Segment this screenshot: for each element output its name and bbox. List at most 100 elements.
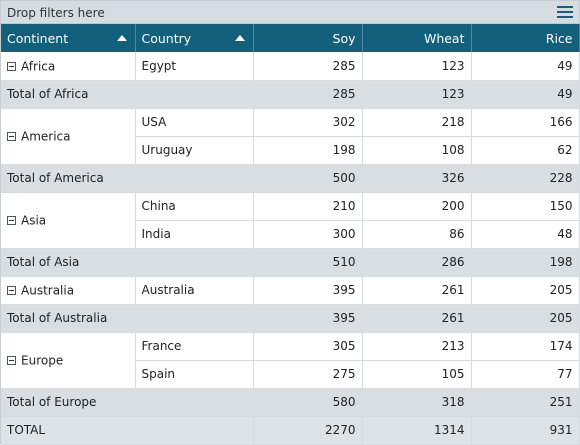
- value-cell: 166: [471, 108, 580, 137]
- subtotal-row: Total of Australia 395 261 205: [1, 304, 580, 333]
- value-cell: 302: [253, 108, 363, 137]
- subtotal-cell: 318: [362, 388, 472, 417]
- table-row: Spain 275 105 77: [1, 360, 580, 389]
- grand-total-cell: 931: [471, 416, 580, 445]
- subtotal-row: Total of Asia 510 286 198: [1, 248, 580, 277]
- collapse-icon[interactable]: [7, 355, 16, 365]
- subtotal-cell: 510: [253, 248, 363, 277]
- country-cell: USA: [135, 108, 254, 137]
- hamburger-icon[interactable]: [557, 6, 573, 18]
- pivot-body: Africa Egypt 285 123 49 Total of Africa 285 123…: [1, 52, 580, 445]
- subtotal-cell: 326: [362, 164, 472, 193]
- value-cell: 395: [253, 276, 363, 305]
- continent-label: Europe: [21, 353, 64, 368]
- table-row: Europe France 305 213 174: [1, 332, 580, 389]
- subtotal-label: Total of Australia: [1, 304, 254, 333]
- country-cell: Australia: [135, 276, 254, 305]
- value-cell: 105: [362, 360, 472, 389]
- value-cell: 48: [471, 220, 580, 249]
- table-row: Asia China 210 200 150: [1, 192, 580, 249]
- sort-ascending-icon[interactable]: [234, 35, 245, 41]
- value-cell: 210: [253, 192, 363, 221]
- value-cell: 275: [253, 360, 363, 389]
- value-cell: 174: [471, 332, 580, 361]
- subtotal-row: Total of Europe 580 318 251: [1, 388, 580, 417]
- value-cell: 86: [362, 220, 472, 249]
- value-cell: 150: [471, 192, 580, 221]
- continent-cell: Asia: [1, 192, 136, 249]
- value-cell: 108: [362, 136, 472, 165]
- table-row: India 300 86 48: [1, 220, 580, 249]
- header-rice[interactable]: Rice: [471, 24, 580, 52]
- subtotal-cell: 500: [253, 164, 363, 193]
- subtotal-row: Total of Africa 285 123 49: [1, 80, 580, 109]
- continent-label: Asia: [21, 213, 47, 228]
- subtotal-label: Total of Africa: [1, 80, 254, 109]
- sort-ascending-icon[interactable]: [116, 35, 127, 41]
- subtotal-label: Total of America: [1, 164, 254, 193]
- header-continent[interactable]: Continent: [1, 24, 136, 52]
- header-wheat[interactable]: Wheat: [362, 24, 472, 52]
- country-cell: France: [135, 332, 254, 361]
- value-cell: 123: [362, 52, 472, 81]
- country-cell: India: [135, 220, 254, 249]
- collapse-icon[interactable]: [7, 285, 16, 295]
- value-cell: 77: [471, 360, 580, 389]
- table-row: Uruguay 198 108 62: [1, 136, 580, 165]
- table-row: America USA 302 218 166: [1, 108, 580, 165]
- value-cell: 200: [362, 192, 472, 221]
- value-cell: 213: [362, 332, 472, 361]
- table-row: Africa Egypt 285 123 49: [1, 52, 580, 81]
- subtotal-cell: 123: [362, 80, 472, 109]
- pivot-grid: Continent Country Soy Wheat Rice Africa E…: [1, 24, 580, 445]
- country-cell: China: [135, 192, 254, 221]
- subtotal-cell: 285: [253, 80, 363, 109]
- continent-cell: America: [1, 108, 136, 165]
- value-cell: 300: [253, 220, 363, 249]
- subtotal-label: Total of Asia: [1, 248, 254, 277]
- continent-cell: Australia: [1, 276, 136, 305]
- value-cell: 198: [253, 136, 363, 165]
- subtotal-cell: 205: [471, 304, 580, 333]
- continent-cell: Europe: [1, 332, 136, 389]
- header-country[interactable]: Country: [135, 24, 254, 52]
- value-cell: 49: [471, 52, 580, 81]
- subtotal-row: Total of America 500 326 228: [1, 164, 580, 193]
- country-cell: Uruguay: [135, 136, 254, 165]
- collapse-icon[interactable]: [7, 131, 16, 141]
- grand-total-row: TOTAL 2270 1314 931: [1, 416, 580, 445]
- continent-label: Australia: [21, 283, 75, 298]
- continent-cell: Africa: [1, 52, 136, 81]
- grand-total-label: TOTAL: [1, 416, 254, 445]
- filter-drop-label: Drop filters here: [7, 6, 105, 20]
- subtotal-cell: 395: [253, 304, 363, 333]
- header-country-label: Country: [141, 30, 192, 46]
- value-cell: 261: [362, 276, 472, 305]
- subtotal-cell: 49: [471, 80, 580, 109]
- grand-total-cell: 1314: [362, 416, 472, 445]
- header-continent-label: Continent: [7, 30, 69, 46]
- continent-label: America: [21, 129, 71, 144]
- country-cell: Egypt: [135, 52, 254, 81]
- value-cell: 62: [471, 136, 580, 165]
- table-row: Australia Australia 395 261 205: [1, 276, 580, 305]
- value-cell: 285: [253, 52, 363, 81]
- country-cell: Spain: [135, 360, 254, 389]
- filter-drop-zone[interactable]: Drop filters here: [1, 1, 579, 24]
- subtotal-cell: 251: [471, 388, 580, 417]
- subtotal-cell: 286: [362, 248, 472, 277]
- subtotal-label: Total of Europe: [1, 388, 254, 417]
- continent-label: Africa: [21, 59, 56, 73]
- subtotal-cell: 580: [253, 388, 363, 417]
- subtotal-cell: 198: [471, 248, 580, 277]
- value-cell: 218: [362, 108, 472, 137]
- collapse-icon[interactable]: [7, 215, 16, 225]
- value-cell: 205: [471, 276, 580, 305]
- subtotal-cell: 228: [471, 164, 580, 193]
- header-soy[interactable]: Soy: [253, 24, 363, 52]
- grand-total-cell: 2270: [253, 416, 363, 445]
- subtotal-cell: 261: [362, 304, 472, 333]
- value-cell: 305: [253, 332, 363, 361]
- collapse-icon[interactable]: [7, 61, 16, 71]
